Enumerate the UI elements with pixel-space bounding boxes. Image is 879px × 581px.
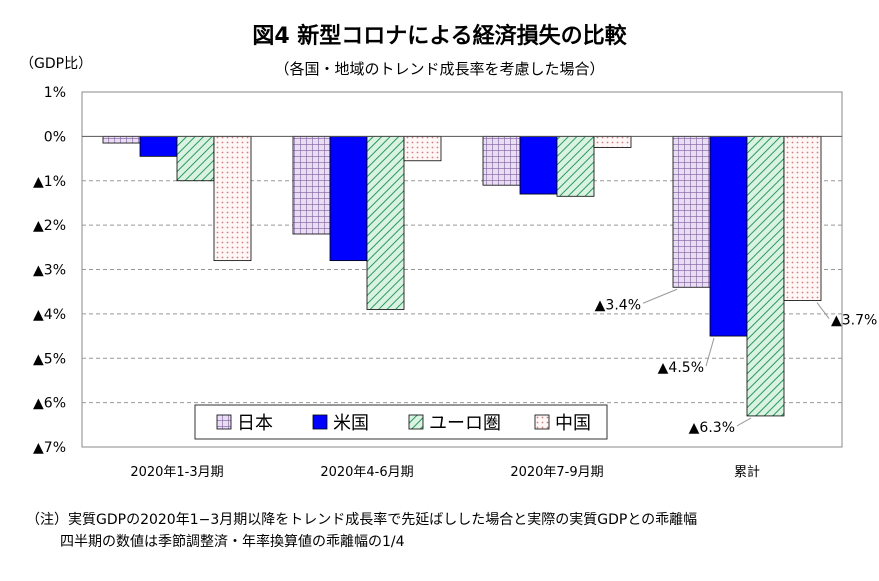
bar-3-4 (593, 135, 632, 148)
y-tick-label: ▲3% (33, 263, 66, 279)
legend-swatch-4 (534, 414, 550, 430)
legend-swatch-2 (312, 414, 328, 430)
legend-label-2: 米国 (333, 413, 369, 434)
y-tick-label: ▲1% (33, 174, 66, 190)
bar-annotation: ▲3.4% (595, 297, 641, 313)
bar-1-1 (102, 135, 141, 144)
annotation-leader-line (816, 302, 830, 319)
chart-subtitle: （各国・地域のトレンド成長率を考慮した場合） (274, 60, 605, 78)
y-tick-label: ▲4% (33, 307, 66, 323)
y-tick-label: 1% (44, 85, 66, 101)
annotation-leader-line (736, 417, 752, 427)
y-tick-label: ▲7% (33, 440, 66, 456)
bar-4-1 (672, 135, 711, 288)
bar-1-2 (139, 135, 178, 157)
bar-2-3 (366, 135, 405, 310)
legend-label-4: 中国 (555, 413, 591, 434)
legend-label-3: ユーロ圏 (429, 413, 501, 434)
annotation-leader-line (642, 288, 678, 304)
legend-swatch-1 (216, 414, 232, 430)
footnote-line-2: 四半期の数値は季節調整済・年率換算値の乖離幅の1/4 (60, 534, 405, 550)
legend-swatch-3 (408, 414, 424, 430)
bar-3-3 (556, 135, 595, 197)
y-tick-label: ▲5% (33, 351, 66, 367)
annotation-leader-line (705, 337, 715, 367)
bar-3-2 (519, 135, 558, 195)
legend-box (194, 404, 608, 440)
bar-3-1 (482, 135, 521, 186)
y-axis-unit-label: （GDP比） (20, 56, 93, 72)
x-category-label: 2020年7-9月期 (510, 465, 603, 480)
bar-annotation: ▲4.5% (658, 360, 704, 376)
bar-annotation: ▲6.3% (689, 420, 735, 436)
bar-4-3 (746, 135, 785, 417)
bar-1-3 (176, 135, 215, 182)
bar-1-4 (213, 135, 252, 262)
x-category-label: 2020年4-6月期 (320, 465, 413, 480)
bar-2-1 (292, 135, 331, 235)
bar-annotation: ▲3.7% (831, 313, 877, 329)
bar-4-4 (783, 135, 822, 301)
bar-4-2 (709, 135, 748, 337)
y-tick-label: ▲2% (33, 218, 66, 234)
chart-title: 図4 新型コロナによる経済損失の比較 (252, 24, 627, 49)
footnote-line-1: （注）実質GDPの2020年1−3月期以降をトレンド成長率で先延ばしした場合と実… (26, 512, 698, 528)
x-category-label: 2020年1-3月期 (130, 465, 223, 480)
y-tick-label: ▲6% (33, 396, 66, 412)
bar-2-2 (329, 135, 368, 262)
x-category-label: 累計 (734, 464, 760, 480)
bar-2-4 (403, 135, 442, 162)
legend-label-1: 日本 (237, 413, 273, 434)
y-tick-label: 0% (44, 129, 66, 145)
